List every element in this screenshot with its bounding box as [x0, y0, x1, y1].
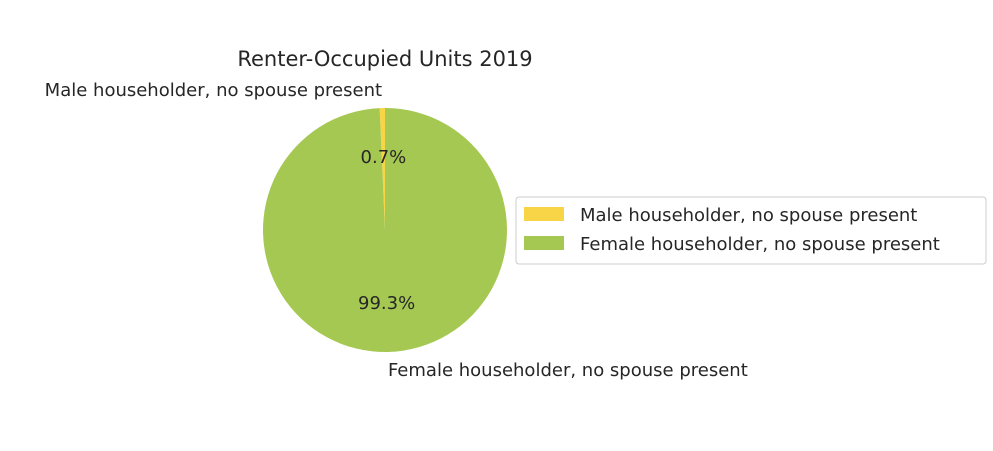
- legend-label-female-householder: Female householder, no spouse present: [580, 234, 940, 255]
- percent-label-female-householder: 99.3%: [358, 293, 415, 314]
- percent-label-male-householder: 0.7%: [361, 147, 407, 168]
- legend-label-male-householder: Male householder, no spouse present: [580, 205, 917, 226]
- legend-frame: [515, 196, 987, 265]
- chart-title: Renter-Occupied Units 2019: [237, 47, 532, 71]
- slice-label-female-householder: Female householder, no spouse present: [388, 360, 748, 381]
- slice-labels: Male householder, no spouse present Femal…: [45, 80, 748, 381]
- legend: Male householder, no spouse present Femal…: [515, 196, 987, 265]
- pie-slice-female-householder: [262, 108, 507, 352]
- slice-label-male-householder: Male householder, no spouse present: [45, 80, 382, 101]
- pie-slice-male-householder: [379, 108, 385, 230]
- legend-swatch-male-householder: [524, 207, 564, 221]
- percent-labels: 0.7% 99.3%: [358, 147, 415, 314]
- legend-swatch-female-householder: [524, 236, 564, 250]
- pie-slices: [262, 108, 507, 352]
